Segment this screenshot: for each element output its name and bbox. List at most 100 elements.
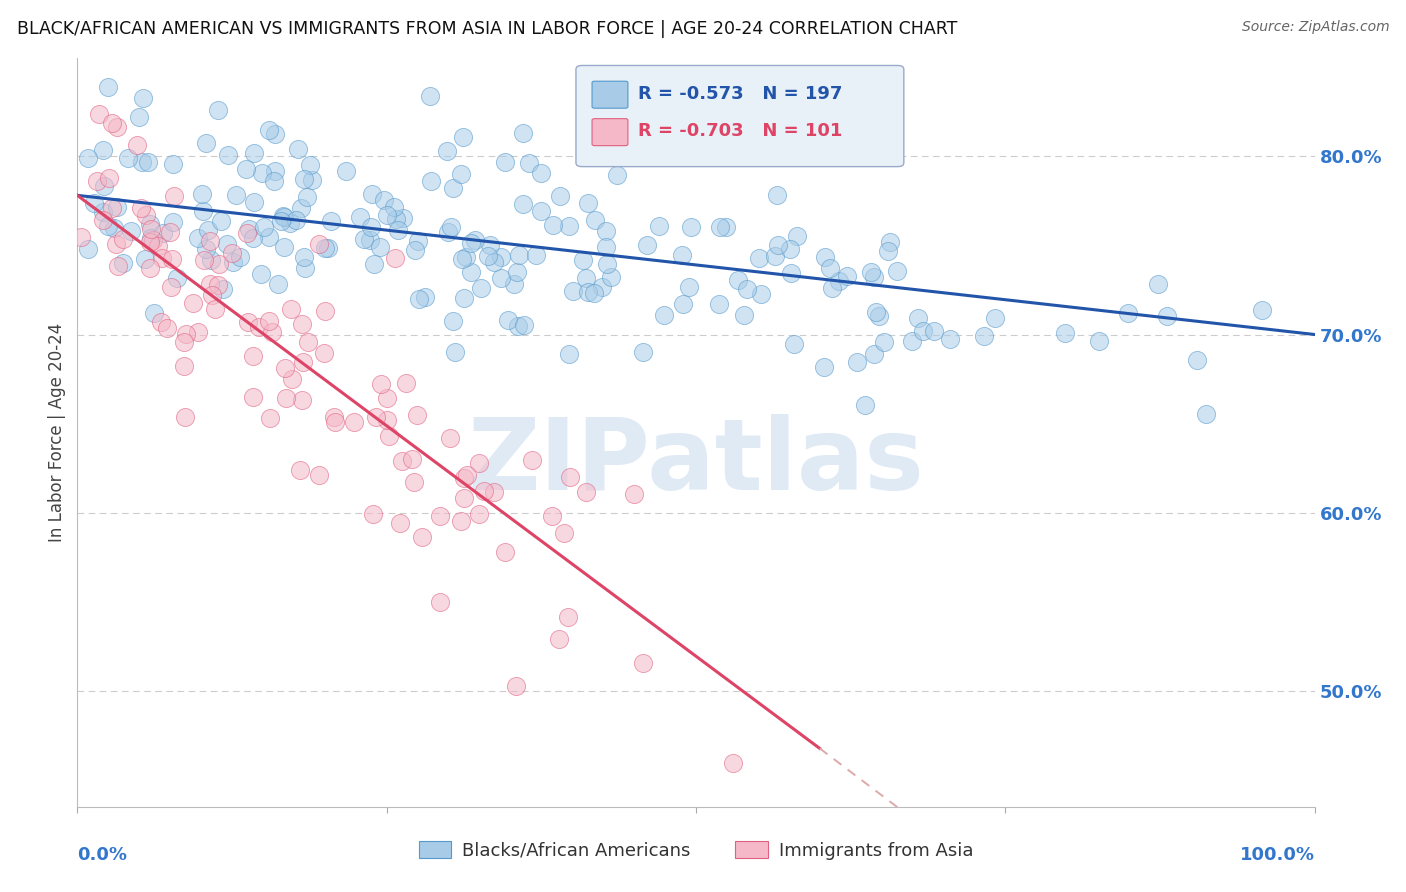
- Point: [264, 164, 287, 178]
- Point: [323, 415, 346, 429]
- Point: [633, 656, 655, 670]
- Point: [599, 269, 621, 284]
- Point: [290, 201, 312, 215]
- Point: [314, 241, 336, 255]
- Point: [103, 220, 125, 235]
- Point: [477, 249, 499, 263]
- Point: [86, 173, 108, 187]
- Point: [548, 189, 571, 203]
- Point: [295, 190, 318, 204]
- Point: [451, 130, 474, 145]
- Point: [236, 315, 259, 329]
- Point: [385, 211, 408, 226]
- Point: [361, 186, 384, 201]
- Point: [1147, 277, 1170, 292]
- Point: [166, 270, 188, 285]
- Point: [314, 346, 336, 360]
- Point: [456, 250, 478, 264]
- Point: [575, 485, 598, 500]
- Point: [308, 467, 330, 482]
- Point: [253, 219, 276, 234]
- Point: [456, 468, 478, 483]
- Point: [292, 250, 315, 264]
- Point: [782, 336, 804, 351]
- Point: [242, 349, 264, 363]
- Point: [291, 392, 314, 407]
- Point: [222, 255, 245, 269]
- Point: [558, 347, 581, 361]
- Point: [468, 456, 491, 470]
- Point: [207, 103, 229, 118]
- Point: [440, 219, 463, 234]
- Point: [429, 595, 451, 609]
- Point: [678, 280, 700, 294]
- Point: [136, 155, 159, 169]
- Point: [257, 314, 280, 328]
- Point: [984, 311, 1007, 326]
- Point: [335, 163, 357, 178]
- Point: [238, 222, 260, 236]
- Point: [139, 231, 162, 245]
- Point: [120, 223, 142, 237]
- Point: [131, 155, 153, 169]
- Point: [512, 196, 534, 211]
- Point: [284, 213, 307, 227]
- Point: [384, 251, 406, 265]
- Point: [727, 273, 749, 287]
- Point: [174, 410, 197, 425]
- Point: [873, 335, 896, 350]
- Text: R = -0.573   N = 197: R = -0.573 N = 197: [638, 85, 842, 103]
- Point: [187, 231, 209, 245]
- Point: [939, 332, 962, 346]
- Point: [257, 230, 280, 244]
- Point: [97, 219, 120, 233]
- Point: [314, 303, 336, 318]
- Point: [128, 111, 150, 125]
- Y-axis label: In Labor Force | Age 20-24: In Labor Force | Age 20-24: [48, 323, 66, 542]
- Point: [530, 203, 553, 218]
- Point: [591, 280, 613, 294]
- Point: [131, 201, 153, 215]
- Point: [77, 151, 100, 165]
- Point: [648, 219, 671, 233]
- Point: [117, 151, 139, 165]
- Point: [93, 143, 115, 157]
- Point: [553, 526, 575, 541]
- Point: [766, 238, 789, 252]
- Point: [436, 225, 458, 239]
- Point: [879, 235, 901, 249]
- Point: [576, 285, 599, 299]
- Text: Source: ZipAtlas.com: Source: ZipAtlas.com: [1241, 20, 1389, 34]
- Point: [271, 209, 294, 223]
- Point: [460, 235, 482, 250]
- Point: [558, 219, 581, 234]
- Point: [200, 277, 222, 291]
- Point: [479, 237, 502, 252]
- Point: [378, 428, 401, 442]
- Point: [162, 215, 184, 229]
- Point: [242, 390, 264, 404]
- Point: [291, 318, 314, 332]
- Point: [127, 137, 149, 152]
- Point: [349, 210, 371, 224]
- Point: [716, 219, 738, 234]
- Point: [860, 265, 883, 279]
- Point: [508, 318, 530, 333]
- Point: [91, 213, 114, 227]
- Point: [863, 347, 886, 361]
- Point: [411, 530, 433, 544]
- Text: 0.0%: 0.0%: [77, 847, 128, 864]
- Point: [392, 211, 415, 225]
- Point: [292, 355, 315, 369]
- Point: [494, 155, 516, 169]
- Point: [748, 251, 770, 265]
- Point: [402, 475, 425, 489]
- Point: [498, 313, 520, 327]
- Point: [837, 269, 859, 284]
- Point: [156, 321, 179, 335]
- Point: [401, 452, 423, 467]
- Point: [198, 235, 221, 249]
- Point: [105, 237, 128, 252]
- Point: [257, 123, 280, 137]
- Point: [97, 79, 120, 94]
